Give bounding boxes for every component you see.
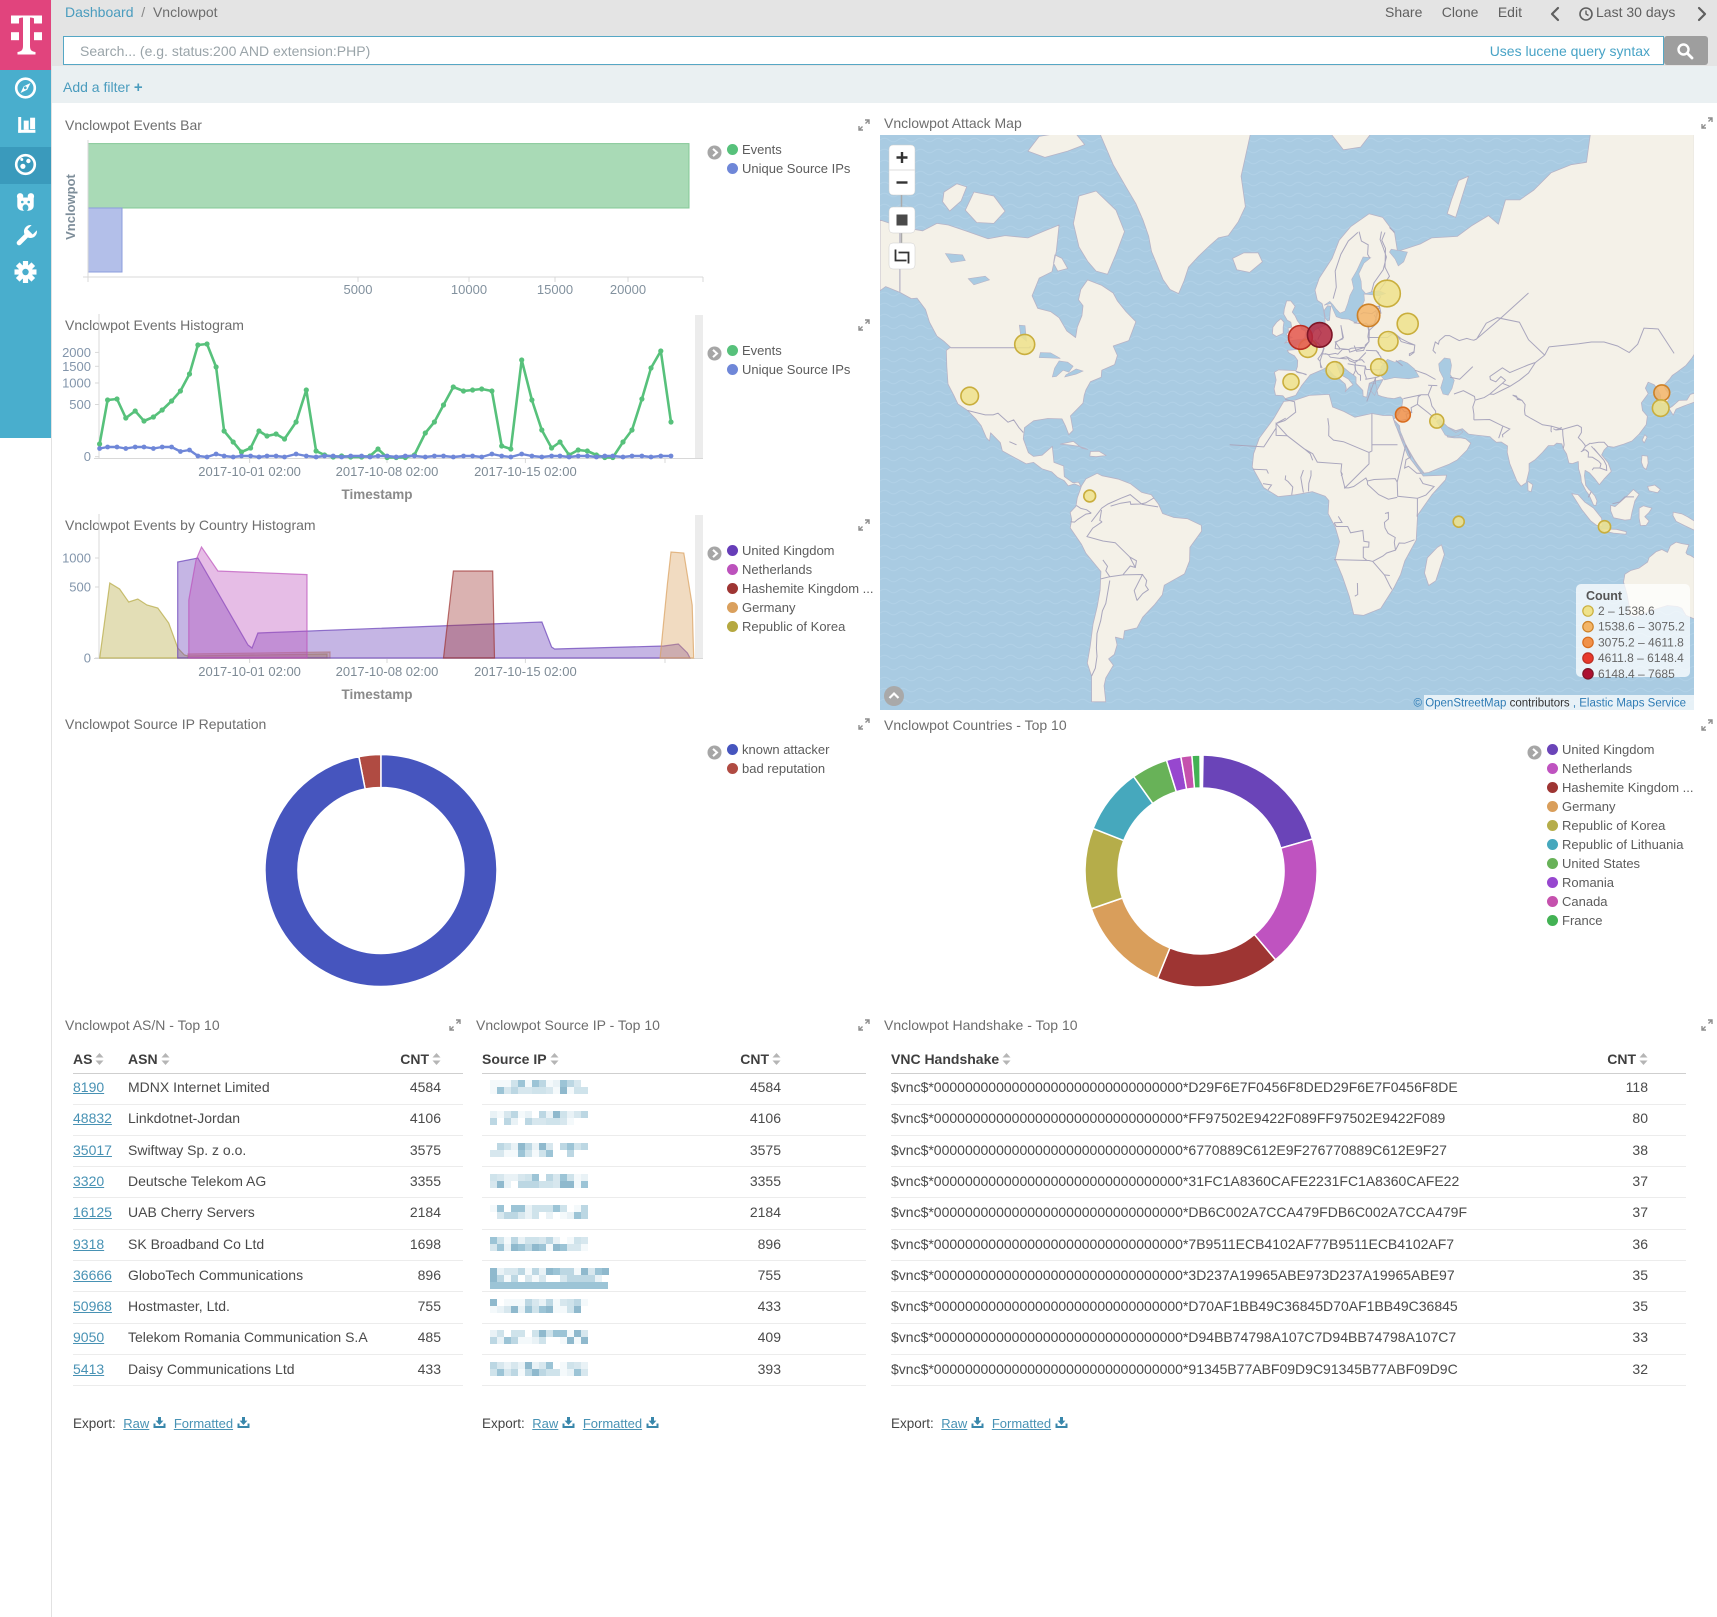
svg-text:6148.4 – 7685: 6148.4 – 7685 (1598, 667, 1675, 681)
svg-text:2017-10-01 02:00: 2017-10-01 02:00 (198, 664, 301, 679)
svg-text:500: 500 (69, 580, 91, 595)
svg-text:© OpenStreetMap contributors ,: © OpenStreetMap contributors , Elastic M… (1414, 698, 1686, 710)
svg-text:4611.8 – 6148.4: 4611.8 – 6148.4 (1598, 651, 1684, 665)
svg-text:2017-10-01 02:00: 2017-10-01 02:00 (198, 464, 301, 479)
svg-text:0: 0 (84, 651, 91, 666)
svg-text:Timestamp: Timestamp (341, 687, 412, 702)
svg-text:1000: 1000 (62, 376, 91, 391)
svg-text:2017-10-15 02:00: 2017-10-15 02:00 (474, 464, 577, 479)
svg-text:1500: 1500 (62, 359, 91, 374)
svg-text:Vnclowpot: Vnclowpot (63, 173, 78, 239)
svg-text:Timestamp: Timestamp (341, 487, 412, 502)
svg-text:Count: Count (1586, 589, 1623, 603)
svg-text:10000: 10000 (451, 282, 487, 297)
svg-text:2 – 1538.6: 2 – 1538.6 (1598, 604, 1655, 618)
svg-text:0: 0 (84, 449, 91, 464)
svg-text:2000: 2000 (62, 345, 91, 360)
svg-text:5000: 5000 (344, 282, 373, 297)
svg-text:2017-10-15 02:00: 2017-10-15 02:00 (474, 664, 577, 679)
svg-text:2017-10-08 02:00: 2017-10-08 02:00 (336, 464, 439, 479)
svg-text:20000: 20000 (610, 282, 646, 297)
svg-text:2017-10-08 02:00: 2017-10-08 02:00 (336, 664, 439, 679)
svg-text:15000: 15000 (537, 282, 573, 297)
svg-text:1000: 1000 (62, 551, 91, 566)
svg-text:3075.2 – 4611.8: 3075.2 – 4611.8 (1598, 635, 1684, 649)
svg-text:1538.6 – 3075.2: 1538.6 – 3075.2 (1598, 620, 1685, 634)
svg-text:500: 500 (69, 397, 91, 412)
